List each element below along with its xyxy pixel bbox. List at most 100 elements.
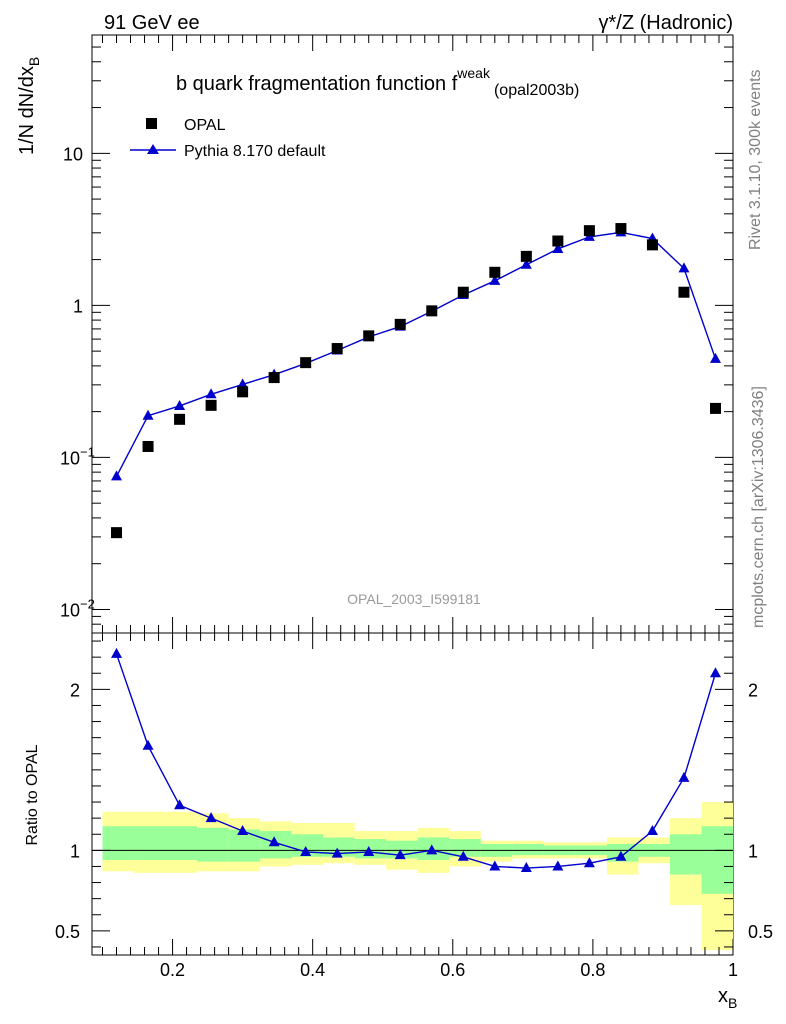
data-point [331,343,343,355]
ratio-mc-series [111,647,721,873]
ratio-mc-point [331,847,343,858]
band-inner-bin [165,826,198,861]
y-axis-label-top-sub: B [26,57,42,66]
data-point [583,225,595,237]
band-inner-bin [512,843,544,856]
main-title-text: b quark fragmentation function f [176,73,458,95]
ratio-mc-point [552,860,564,871]
band-inner-bin [701,826,733,894]
ratio-mc-point [709,667,721,678]
legend-mc-marker [147,144,159,154]
header-right: γ*/Z (Hadronic) [599,12,733,34]
data-point [142,440,154,452]
main-title: b quark fragmentation function fweak(opa… [176,65,579,99]
ratio-y-tick-label: 0.5 [55,922,80,942]
x-tick-label: 1 [728,960,738,980]
x-axis-label: xB [718,985,737,1011]
data-point [174,413,186,425]
data-point [205,399,217,411]
x-tick-label: 0.2 [160,960,185,980]
y-tick-label: 10 [63,144,83,164]
uncertainty-band-outer [102,802,733,951]
y-tick-label: 1 [73,296,83,316]
data-point [520,250,532,262]
mc-point [678,262,690,273]
x-axis-label-text: x [718,985,728,1007]
ratio-mc-point [174,799,186,810]
ratio-mc-point [205,812,217,823]
analysis-watermark: OPAL_2003_I599181 [347,591,481,607]
ratio-mc-point [300,845,312,856]
ratio-mc-point [394,849,406,860]
ratio-mc-point [142,739,154,750]
mc-point [709,352,721,363]
y-axis-label-top: 1/N dN/dxB [16,57,42,155]
ratio-mc-point [268,836,280,847]
main-title-superscript: weak [456,65,491,81]
data-point [300,357,312,369]
y-axis-label-top-text: 1/N dN/dx [16,66,38,155]
mcplots-label: mcplots.cern.ch [arXiv:1306.3436] [750,386,767,628]
band-inner-bin [197,827,229,862]
band-inner-bin [449,839,481,857]
ratio-mc-point [457,850,469,861]
ratio-mc-point [646,825,658,836]
ratio-mc-point [426,844,438,855]
y-tick-base: 10 [60,600,80,620]
data-point [489,266,501,278]
legend-data-label: OPAL [184,117,226,134]
x-tick-label: 0.6 [440,960,465,980]
band-inner-bin [134,826,166,861]
band-inner-bin [102,826,135,861]
data-point [457,286,469,298]
header-left: 91 GeV ee [104,12,200,34]
data-point [111,527,123,539]
ratio-mc-point [615,850,627,861]
ratio-y-tick-label-right: 0.5 [748,922,773,942]
y-tick-exponent: −1 [80,444,95,459]
x-tick-label: 0.4 [300,960,325,980]
top-data-series [111,223,721,539]
y-tick-exponent: −2 [80,596,95,611]
mc-point [111,470,123,481]
ratio-mc-point [363,845,375,856]
mc-point [489,274,501,285]
data-point [394,318,406,330]
ratio-mc-point [489,860,501,871]
x-tick-label: 0.8 [580,960,605,980]
mc-point [205,388,217,399]
band-inner-bin [323,837,355,857]
mc-point [552,242,564,253]
band-inner-bin [291,834,324,857]
ratio-y-tick-label: 2 [70,680,80,700]
data-point [709,402,721,414]
data-point [426,305,438,317]
mc-point [142,409,154,420]
mc-point [520,258,532,269]
ratio-mc-point [237,825,249,836]
ratio-mc-point [520,862,532,873]
rivet-version-label: Rivet 3.1.10, 300k events [747,69,764,250]
ratio-panel-frame [91,632,734,956]
data-point [552,235,564,247]
data-point [237,386,249,398]
data-point [678,286,690,298]
ratio-mc-point [583,857,595,868]
mc-point [174,399,186,410]
mc-point [237,378,249,389]
ratio-y-tick-label: 1 [70,841,80,861]
ratio-y-tick-label-right: 1 [748,841,758,861]
data-point [615,223,627,235]
legend: OPAL Pythia 8.170 default [130,117,326,160]
band-inner-bin [669,834,702,875]
legend-data-marker [146,118,157,129]
y-tick-label: 10−2 [60,596,95,620]
data-point [363,330,375,342]
ratio-mc-point [111,647,123,658]
ratio-mc-point [678,771,690,782]
main-title-subscript: (opal2003b) [494,82,579,99]
ratio-y-tick-label-right: 2 [748,680,758,700]
top-mc-series [111,226,721,481]
